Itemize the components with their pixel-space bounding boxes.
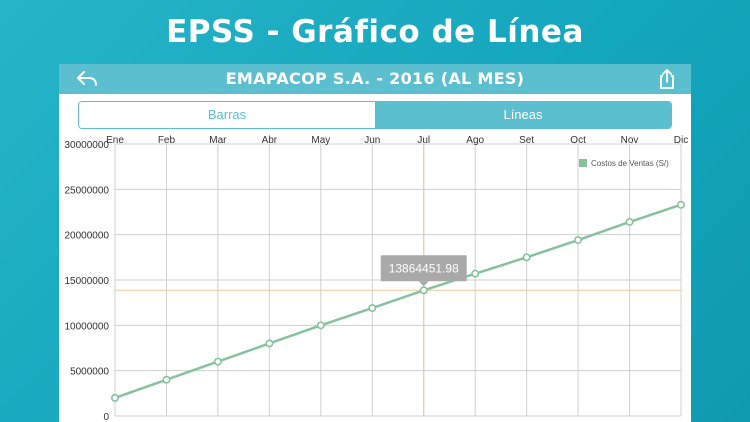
data-point bbox=[213, 357, 222, 366]
line-chart[interactable]: 30000000 25000000 20000000 15000000 10000000… bbox=[59, 134, 691, 422]
x-tick-label: Feb bbox=[158, 135, 176, 146]
x-tick-label: Mar bbox=[209, 135, 227, 146]
lines-segment[interactable]: Líneas bbox=[375, 102, 671, 128]
data-point bbox=[522, 253, 531, 262]
data-point bbox=[419, 286, 428, 295]
data-point bbox=[162, 375, 171, 384]
series-line bbox=[114, 203, 682, 400]
data-point bbox=[471, 269, 480, 278]
data-point bbox=[265, 339, 274, 348]
tooltip-value: 13864451.98 bbox=[389, 261, 459, 275]
data-point bbox=[110, 393, 119, 402]
x-tick-label: Set bbox=[519, 135, 534, 146]
x-tick-label: May bbox=[311, 135, 330, 146]
y-tick-label: 20000000 bbox=[65, 231, 110, 242]
data-point bbox=[625, 217, 634, 226]
data-point bbox=[676, 200, 685, 209]
share-icon[interactable] bbox=[655, 68, 679, 90]
legend-label: Costos de Ventas (S/) bbox=[591, 159, 669, 168]
x-tick-label: Abr bbox=[262, 135, 278, 146]
y-tick-label: 30000000 bbox=[65, 140, 110, 151]
legend-swatch bbox=[579, 159, 587, 167]
bars-segment[interactable]: Barras bbox=[79, 102, 375, 128]
y-tick-label: 25000000 bbox=[65, 185, 110, 196]
x-tick-label: Jul bbox=[417, 135, 430, 146]
y-tick-label: 0 bbox=[103, 412, 109, 422]
x-tick-label: Jun bbox=[364, 135, 380, 146]
y-tick-label: 5000000 bbox=[70, 367, 109, 378]
navbar-title: EMAPACOP S.A. - 2016 (AL MES) bbox=[225, 69, 525, 88]
x-tick-label: Nov bbox=[621, 135, 639, 146]
data-point bbox=[316, 321, 325, 330]
chart-type-segmented-control: Barras Líneas bbox=[78, 101, 672, 129]
x-tick-label: Dic bbox=[674, 135, 688, 146]
page-title: EPSS - Gráfico de Línea bbox=[166, 14, 584, 50]
tooltip-pointer bbox=[418, 281, 429, 287]
x-tick-label: Ene bbox=[106, 135, 124, 146]
x-tick-label: Ago bbox=[466, 135, 484, 146]
back-arrow-icon[interactable] bbox=[75, 68, 99, 90]
y-tick-label: 15000000 bbox=[65, 276, 110, 287]
value-tooltip bbox=[380, 255, 467, 282]
data-point bbox=[368, 304, 377, 313]
app-window: EMAPACOP S.A. - 2016 (AL MES) Barras Lín… bbox=[59, 64, 691, 422]
navbar: EMAPACOP S.A. - 2016 (AL MES) bbox=[59, 64, 691, 94]
data-point bbox=[574, 236, 583, 245]
y-tick-label: 10000000 bbox=[65, 321, 110, 332]
x-tick-label: Oct bbox=[570, 135, 586, 146]
